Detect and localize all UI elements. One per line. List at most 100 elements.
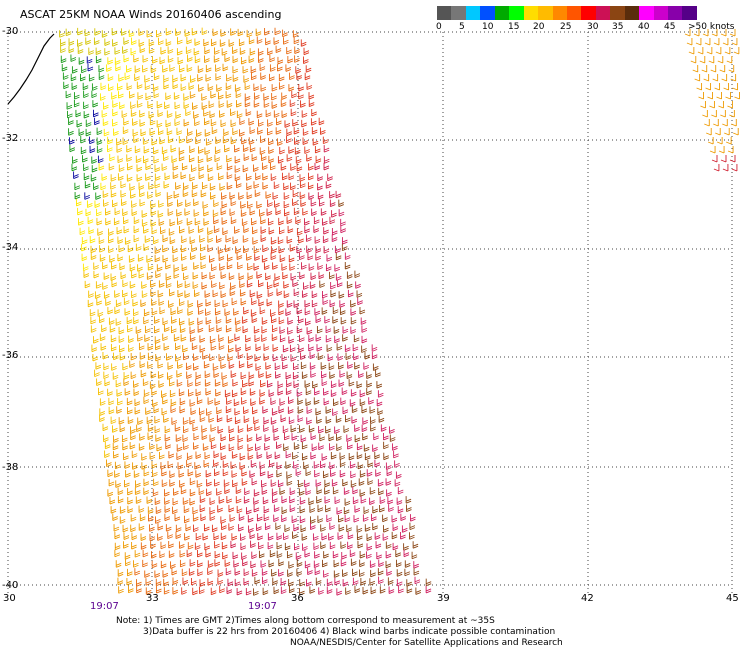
wind-barb [119,516,126,524]
wind-barb [308,425,315,433]
wind-barb [306,82,313,90]
wind-barb [301,442,308,450]
wind-barb [175,28,181,36]
wind-barb [163,324,170,332]
wind-barb [312,533,319,541]
wind-barb [213,216,219,225]
wind-barb [250,540,256,548]
wind-barb [160,541,167,550]
wind-barb [718,146,725,154]
wind-barb [305,487,312,496]
wind-barb [178,388,185,397]
wind-barb [272,495,278,504]
wind-barb [133,308,139,317]
wind-barb [385,551,392,559]
wind-barb [167,460,174,469]
wind-barb [172,506,178,515]
wind-barb [287,569,293,577]
wind-barb [262,576,268,585]
wind-barb [154,164,161,173]
wind-barb [107,57,113,65]
wind-barb [132,129,139,137]
wind-barb [204,129,211,137]
wind-barb [252,237,258,245]
wind-barb [158,218,165,226]
wind-barb [171,417,178,425]
wind-barb [260,84,267,92]
wind-barb [213,55,220,63]
wind-barb [270,417,277,425]
wind-barb [206,408,212,416]
wind-barb [158,298,165,306]
wind-barb [215,316,222,324]
wind-barb [162,570,169,578]
wind-barb [114,207,121,216]
wind-barb [326,344,333,352]
wind-barb [88,290,94,299]
wind-barb [169,288,175,297]
wind-barb [722,38,729,46]
wind-barb [299,180,306,189]
wind-barb [194,462,200,470]
wind-barb [139,360,146,369]
wind-barb [172,74,178,83]
wind-barb [96,208,102,217]
wind-barb [133,135,139,143]
wind-barb [139,45,146,53]
wind-barb [293,288,300,297]
wind-barb [305,234,312,242]
wind-barb [141,281,147,289]
wind-barb [153,146,159,155]
wind-barb [337,353,344,361]
wind-barb [413,568,420,576]
wind-barb [254,423,260,432]
wind-barb [409,522,416,531]
wind-barb [226,171,233,180]
wind-barb [75,109,82,118]
wind-barb [129,281,136,289]
wind-barb [88,74,95,82]
wind-barb [314,567,321,576]
wind-barb [123,37,129,45]
wind-barb [96,217,103,226]
wind-barb [395,471,402,479]
wind-barb [129,441,136,450]
wind-barb [127,325,133,333]
wind-barb [242,325,249,334]
wind-barb [197,225,204,233]
wind-barb [336,507,343,515]
wind-barb [278,217,284,226]
wind-barb [340,397,346,406]
wind-barb [171,155,178,163]
wind-barb [251,569,258,577]
wind-barb [264,28,270,36]
wind-barb [101,30,108,38]
wind-barb [350,470,356,479]
wind-barb [387,497,394,505]
wind-barb [226,397,232,405]
wind-barb [135,326,142,334]
wind-barbs-northeast [684,29,740,172]
wind-barb [175,434,182,442]
wind-barb [221,372,228,380]
wind-barb [352,577,359,586]
wind-barb [359,306,366,315]
wind-barb [394,460,400,468]
wind-barb [207,83,214,91]
wind-barb [287,406,294,414]
wind-barb [340,225,346,234]
wind-barb [192,587,198,596]
wind-barb [220,516,227,524]
wind-barb [110,343,117,352]
wind-barb [207,560,214,568]
wind-barb [240,372,247,380]
wind-barb [294,55,300,63]
wind-barb [209,497,216,506]
wind-barb [230,540,237,549]
wind-barb [149,452,156,460]
wind-barb [335,252,342,261]
wind-barb [278,316,285,325]
wind-barb [132,462,138,470]
wind-barb [119,262,126,271]
wind-barb [350,326,357,334]
